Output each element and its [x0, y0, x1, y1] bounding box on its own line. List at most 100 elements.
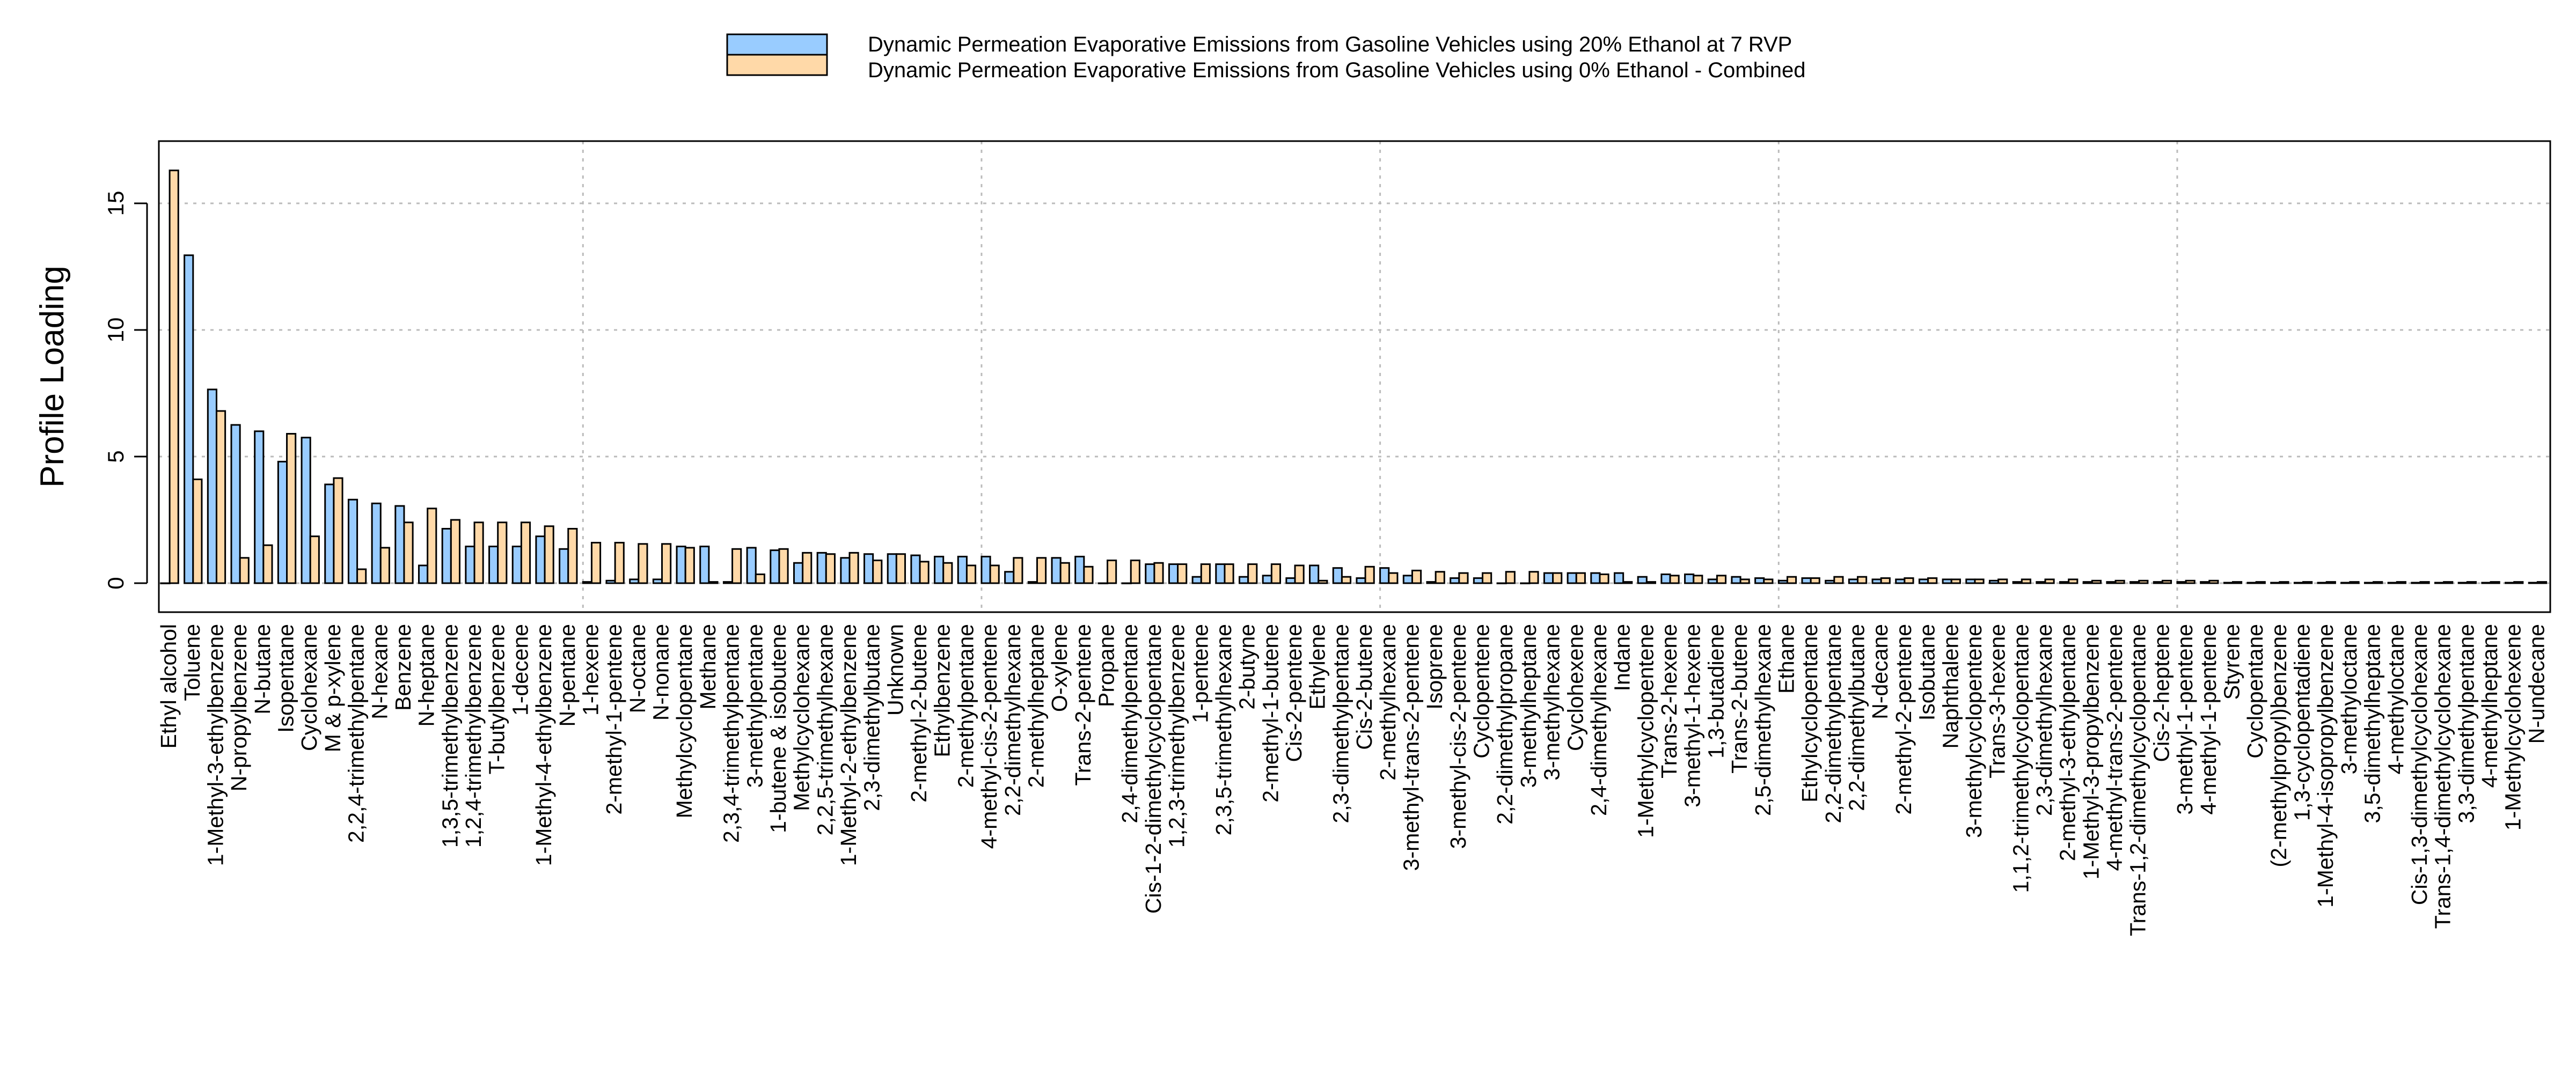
bar-e0-12: [450, 519, 460, 584]
bar-e0-58: [1528, 571, 1539, 584]
x-tick-label-92: 1-Methyl-4-isopropylbenzene: [2313, 624, 2338, 908]
bar-e20-24: [722, 581, 734, 584]
x-tick-label-2: 1-Methyl-3-ethylbenzene: [203, 624, 228, 866]
x-tick-label-80: 2,3-dimethylhexane: [2032, 624, 2057, 816]
bar-e20-66: [1707, 578, 1718, 584]
bar-e20-38: [1051, 557, 1062, 584]
x-tick-label-49: Ethylene: [1305, 624, 1330, 710]
bar-e0-65: [1693, 575, 1703, 584]
bar-e0-96: [2419, 581, 2430, 584]
bar-e0-14: [497, 521, 508, 584]
bar-e20-29: [840, 557, 851, 584]
bar-e0-60: [1575, 572, 1586, 584]
bar-e20-61: [1590, 572, 1601, 584]
bar-e20-48: [1285, 577, 1296, 584]
bars: [160, 170, 2548, 584]
x-tick-label-101: N-undecane: [2524, 624, 2549, 744]
x-tick-label-77: 3-methylcyclopentene: [1962, 624, 1986, 838]
bar-e20-60: [1567, 572, 1577, 584]
bar-e0-84: [2138, 579, 2149, 584]
bar-e0-38: [1059, 562, 1070, 584]
bar-e0-16: [544, 525, 554, 584]
bar-e0-22: [684, 547, 695, 584]
bar-e20-59: [1543, 572, 1554, 584]
bar-e0-40: [1107, 560, 1117, 584]
bar-e0-30: [872, 560, 883, 584]
x-tick-label-17: N-pentane: [555, 624, 580, 726]
bar-e20-37: [1027, 581, 1038, 584]
bar-e0-85: [2161, 579, 2172, 584]
legend-swatch-0-ethanol: [726, 54, 828, 76]
bar-e0-92: [2325, 581, 2336, 584]
x-tick-label-81: 2-methyl-3-ethylpentane: [2055, 624, 2080, 861]
x-tick-label-93: 3-methyloctane: [2337, 624, 2361, 774]
bar-e20-42: [1145, 563, 1155, 584]
x-tick-label-89: Cyclopentane: [2243, 624, 2267, 759]
x-tick-label-59: 3-methylhexane: [1540, 624, 1564, 781]
bar-e0-54: [1435, 571, 1445, 584]
bar-e0-10: [403, 521, 414, 584]
x-tick-label-70: Ethylcyclopentane: [1797, 624, 1822, 803]
x-tick-label-44: 1-pentene: [1188, 624, 1212, 723]
bar-e0-15: [520, 521, 531, 584]
y-tick-label-0: 0: [103, 577, 128, 589]
bar-e20-47: [1262, 575, 1272, 584]
bar-e0-11: [427, 508, 437, 584]
bar-e20-69: [1777, 579, 1788, 584]
bar-e20-4: [254, 430, 265, 584]
bar-e20-12: [441, 528, 452, 584]
x-tick-label-67: Trans-2-butene: [1727, 624, 1752, 774]
bar-e20-52: [1379, 567, 1390, 584]
bar-e20-33: [934, 555, 945, 584]
bar-e0-0: [169, 170, 179, 584]
x-tick-label-20: N-octane: [625, 624, 650, 713]
bar-e0-82: [2091, 579, 2102, 584]
x-tick-label-87: 4-methyl-1-pentene: [2196, 624, 2221, 815]
x-tick-label-60: Cyclohexene: [1563, 624, 1587, 751]
bar-e0-57: [1505, 571, 1516, 584]
bar-e20-50: [1332, 567, 1343, 584]
legend-label-20-ethanol: Dynamic Permeation Evaporative Emissions…: [868, 33, 1792, 56]
bar-e20-0: [160, 582, 171, 584]
bar-e0-36: [1013, 557, 1023, 584]
x-tick-label-84: Trans-1,2-dimethylcyclopentane: [2126, 624, 2150, 936]
x-tick-label-51: Cis-2-butene: [1352, 624, 1377, 750]
bar-e0-69: [1786, 576, 1797, 584]
x-tick-label-64: Trans-2-hexene: [1657, 624, 1681, 778]
bar-e20-36: [1004, 571, 1015, 584]
y-tick-label-1: 5: [103, 450, 128, 462]
x-tick-label-13: 1,2,4-trimethylbenzene: [461, 624, 486, 848]
x-tick-label-75: Isobutane: [1915, 624, 1940, 721]
bar-e0-80: [2044, 578, 2055, 584]
x-tick-label-18: 1-hexene: [578, 624, 603, 716]
x-tick-label-95: 4-methyloctane: [2383, 624, 2408, 774]
bar-e0-23: [708, 581, 719, 584]
bar-e20-6: [301, 437, 311, 584]
bar-e20-68: [1754, 577, 1765, 584]
bar-e20-87: [2200, 581, 2211, 584]
bar-e0-17: [567, 528, 578, 584]
bar-e0-72: [1857, 576, 1868, 584]
bar-e20-53: [1402, 575, 1413, 584]
x-tick-label-36: 2,2-dimethylhexane: [1000, 624, 1025, 816]
x-tick-label-48: Cis-2-pentene: [1282, 624, 1306, 762]
bar-e20-21: [652, 578, 663, 584]
x-tick-label-30: 2,3-dimethylbutane: [860, 624, 884, 811]
x-tick-label-47: 2-methyl-1-butene: [1258, 624, 1283, 803]
x-tick-label-28: 2,2,5-trimethylhexane: [813, 624, 837, 835]
bar-e20-79: [2012, 581, 2023, 584]
bar-e0-27: [802, 552, 813, 584]
x-tick-label-39: Trans-2-pentene: [1071, 624, 1095, 786]
bar-e0-33: [942, 562, 953, 584]
bar-e20-5: [277, 460, 288, 584]
bar-e20-63: [1637, 576, 1648, 584]
bar-e0-26: [778, 548, 789, 584]
x-tick-label-79: 1,1,2-trimethylcyclopentane: [2008, 624, 2033, 893]
x-tick-label-9: N-hexane: [367, 624, 392, 719]
bar-e0-73: [1880, 577, 1891, 584]
x-tick-label-45: 2,3,5-trimethylhexane: [1211, 624, 1236, 835]
x-tick-label-10: Benzene: [391, 624, 415, 711]
bar-e20-76: [1942, 578, 1952, 584]
bar-e20-15: [511, 546, 522, 584]
